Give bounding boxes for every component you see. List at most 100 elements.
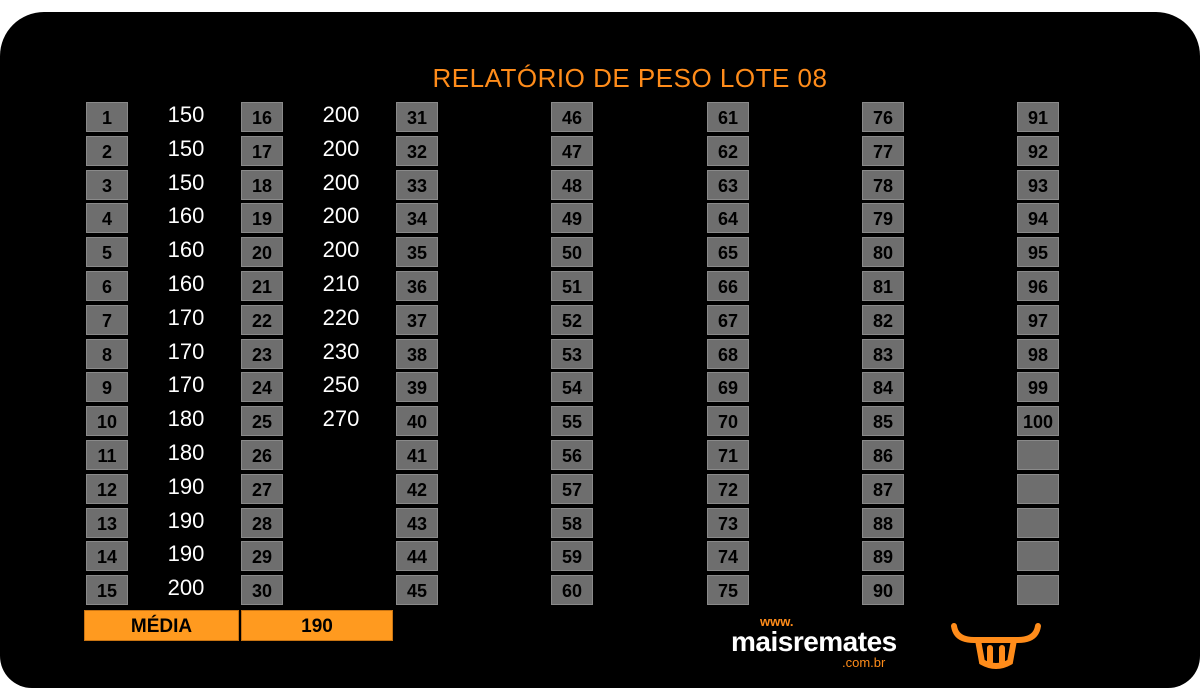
- lot-number-cell: 34: [396, 203, 438, 234]
- lot-number-cell: 7: [86, 304, 128, 335]
- weight-value: 200: [322, 135, 360, 161]
- lot-number-cell: 89: [862, 541, 904, 572]
- lot-number-cell: 14: [86, 541, 128, 572]
- lot-number-cell: 71: [707, 440, 749, 470]
- lot-number-cell: 79: [862, 203, 904, 234]
- weight-value: 150: [167, 135, 205, 161]
- lot-number-cell: 43: [396, 507, 438, 538]
- weight-value: 210: [322, 271, 360, 296]
- weight-value: 200: [167, 575, 205, 601]
- lot-number-cell: 27: [241, 473, 283, 504]
- logo-suffix: .com.br: [842, 655, 886, 670]
- report-title: RELATÓRIO DE PESO LOTE 08: [432, 63, 828, 93]
- lot-number-cell: 4: [86, 203, 128, 234]
- lot-number-cell: 23: [241, 338, 283, 369]
- weight-value: 170: [167, 304, 205, 330]
- lot-number-cell: [1017, 507, 1059, 538]
- lot-number-cell: 24: [241, 372, 283, 403]
- lot-number-cell: 62: [707, 135, 749, 166]
- lot-number-cell: 12: [86, 473, 128, 504]
- lot-number-cell: 22: [241, 304, 283, 335]
- weight-value: 160: [167, 271, 205, 296]
- lot-number-cell: 58: [551, 507, 593, 538]
- weight-value: 250: [322, 372, 360, 398]
- lot-number-cell: 60: [551, 575, 593, 606]
- lot-number-cell: 99: [1017, 372, 1059, 403]
- lot-number-cell: 21: [241, 271, 283, 301]
- lot-number-cell: 54: [551, 372, 593, 403]
- lot-number-cell: 35: [396, 237, 438, 268]
- lot-number-cell: 39: [396, 372, 438, 403]
- weight-value: 200: [322, 203, 360, 229]
- lot-number-cell: 75: [707, 575, 749, 606]
- lot-number-cell: 88: [862, 507, 904, 538]
- lot-number-cell: 50: [551, 237, 593, 268]
- lot-number-cell: 87: [862, 473, 904, 504]
- lot-number-cell: 97: [1017, 304, 1059, 335]
- lot-number-cell: 13: [86, 507, 128, 538]
- lot-number-cell: 20: [241, 237, 283, 268]
- lot-number-cell: 11: [86, 440, 128, 470]
- lot-number-cell: 45: [396, 575, 438, 606]
- lot-number-cell: 55: [551, 406, 593, 437]
- lot-number-cell: 83: [862, 338, 904, 369]
- weight-value: 200: [322, 102, 360, 127]
- lot-number-cell: 18: [241, 169, 283, 200]
- lot-number-cell: 26: [241, 440, 283, 470]
- weight-value: 160: [167, 237, 205, 263]
- weight-value: 180: [167, 440, 205, 465]
- weight-value: 150: [167, 102, 205, 127]
- weight-value: 220: [322, 304, 360, 330]
- average-label: MÉDIA: [84, 610, 239, 641]
- weight-value: 150: [167, 169, 205, 195]
- lot-number-cell: 52: [551, 304, 593, 335]
- lot-number-cell: 72: [707, 473, 749, 504]
- lot-number-cell: 63: [707, 169, 749, 200]
- lot-number-cell: 8: [86, 338, 128, 369]
- weight-value: 170: [167, 372, 205, 398]
- lot-number-cell: [1017, 541, 1059, 572]
- lot-number-cell: 70: [707, 406, 749, 437]
- lot-number-cell: 80: [862, 237, 904, 268]
- lot-number-cell: 36: [396, 271, 438, 301]
- bull-head-icon: [951, 623, 1041, 669]
- weight-value: 170: [167, 338, 205, 364]
- lot-number-cell: 85: [862, 406, 904, 437]
- lot-number-cell: 48: [551, 169, 593, 200]
- lot-number-cell: 92: [1017, 135, 1059, 166]
- lot-number-cell: 96: [1017, 271, 1059, 301]
- lot-number-cell: 17: [241, 135, 283, 166]
- lot-number-cell: 9: [86, 372, 128, 403]
- logo-prefix: www.: [760, 614, 794, 629]
- lot-number-cell: 19: [241, 203, 283, 234]
- lot-number-cell: 86: [862, 440, 904, 470]
- lot-number-cell: 49: [551, 203, 593, 234]
- weight-value: 190: [167, 473, 205, 499]
- lot-number-cell: 40: [396, 406, 438, 437]
- lot-number-cell: 3: [86, 169, 128, 200]
- weight-value: 270: [322, 406, 360, 432]
- report-panel: [0, 12, 1200, 688]
- lot-number-cell: 64: [707, 203, 749, 234]
- lot-number-cell: 53: [551, 338, 593, 369]
- lot-number-cell: 51: [551, 271, 593, 301]
- lot-number-cell: 66: [707, 271, 749, 301]
- lot-number-cell: 81: [862, 271, 904, 301]
- lot-number-cell: 65: [707, 237, 749, 268]
- lot-number-cell: [1017, 440, 1059, 470]
- lot-number-cell: 84: [862, 372, 904, 403]
- lot-number-cell: 29: [241, 541, 283, 572]
- lot-number-cell: 1: [86, 102, 128, 132]
- lot-number-cell: 37: [396, 304, 438, 335]
- lot-number-cell: 38: [396, 338, 438, 369]
- lot-number-cell: 90: [862, 575, 904, 606]
- lot-number-cell: 100: [1017, 406, 1059, 437]
- lot-number-cell: 41: [396, 440, 438, 470]
- lot-number-cell: 46: [551, 102, 593, 132]
- lot-number-cell: 16: [241, 102, 283, 132]
- lot-number-cell: 57: [551, 473, 593, 504]
- lot-number-cell: 82: [862, 304, 904, 335]
- lot-number-cell: 5: [86, 237, 128, 268]
- lot-number-cell: 98: [1017, 338, 1059, 369]
- lot-number-cell: 30: [241, 575, 283, 606]
